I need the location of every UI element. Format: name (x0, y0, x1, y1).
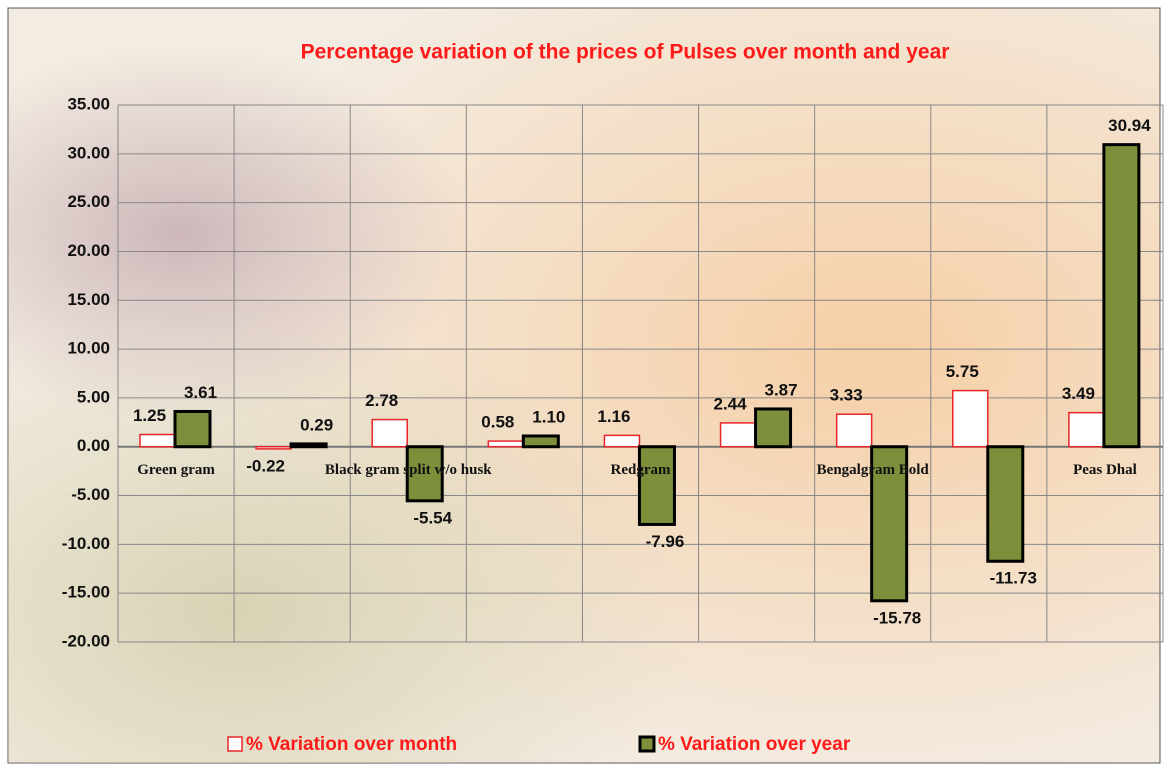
value-label: 0.58 (481, 413, 514, 432)
value-label: 1.25 (133, 406, 166, 425)
page: {"chart_data": {"type": "bar", "title": … (0, 0, 1167, 774)
value-label: 5.75 (946, 362, 979, 381)
x-tick-label: Bengalgram Bold (817, 462, 930, 478)
value-label: 3.49 (1062, 384, 1095, 403)
value-label: 30.94 (1108, 116, 1151, 135)
bar (291, 444, 326, 447)
bar (756, 409, 791, 447)
y-tick-label: 35.00 (67, 94, 110, 113)
bar (837, 414, 872, 447)
y-tick-label: 5.00 (77, 387, 110, 406)
value-label: -15.78 (873, 608, 921, 627)
bar (988, 447, 1023, 562)
y-tick-label: 15.00 (67, 290, 110, 309)
y-tick-label: 25.00 (67, 192, 110, 211)
y-tick-label: -10.00 (62, 534, 110, 553)
legend-label: % Variation over month (246, 734, 457, 755)
legend-marker (228, 737, 242, 751)
bar (175, 411, 210, 446)
x-tick-label: Black gram split w/o husk (325, 462, 492, 478)
bar (1069, 413, 1104, 447)
y-tick-label: -5.00 (71, 485, 110, 504)
bar (639, 447, 674, 525)
y-tick-label: -15.00 (62, 583, 110, 602)
bar (488, 441, 523, 447)
x-tick-label: Redgram (611, 462, 671, 478)
y-tick-label: 0.00 (77, 436, 110, 455)
value-label: 2.44 (714, 394, 748, 413)
x-tick-label: Green gram (137, 462, 215, 478)
value-label: 3.61 (184, 383, 217, 402)
bar (140, 435, 175, 447)
value-label: 3.87 (765, 380, 798, 399)
value-label: 2.78 (365, 391, 398, 410)
bar (256, 447, 291, 449)
value-label: 3.33 (830, 386, 863, 405)
bar (721, 423, 756, 447)
y-tick-label: 30.00 (67, 143, 110, 162)
chart-title: Percentage variation of the prices of Pu… (301, 41, 950, 64)
value-label: 1.10 (532, 407, 565, 426)
x-tick-label: Peas Dhal (1073, 462, 1137, 478)
value-label: -7.96 (646, 532, 685, 551)
y-tick-label: 10.00 (67, 339, 110, 358)
value-label: -11.73 (990, 569, 1037, 588)
y-tick-label: 20.00 (67, 241, 110, 260)
value-label: 0.29 (300, 415, 333, 434)
bar (953, 391, 988, 447)
bar (372, 420, 407, 447)
background-shade (8, 8, 1160, 763)
value-label: -5.54 (413, 508, 452, 527)
legend-label: % Variation over year (658, 734, 851, 755)
bar (1104, 145, 1139, 447)
y-tick-label: -20.00 (62, 631, 110, 650)
bar (523, 436, 558, 447)
bar (604, 435, 639, 446)
value-label: 1.16 (597, 407, 630, 426)
chart: Percentage variation of the prices of Pu… (0, 0, 1167, 769)
value-label: -0.22 (246, 456, 285, 475)
legend-marker (640, 737, 654, 751)
